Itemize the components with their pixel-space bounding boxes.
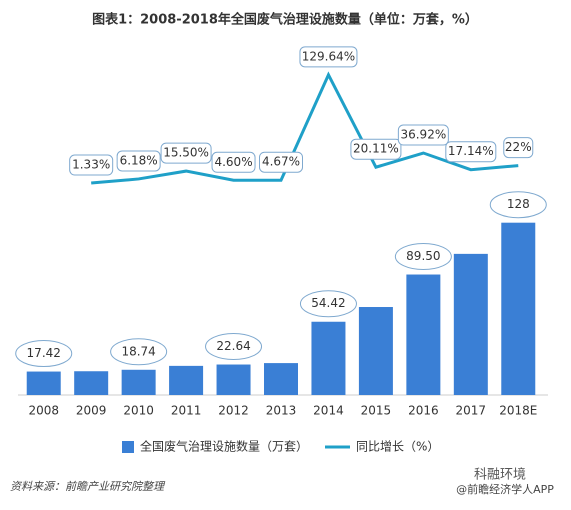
data-label: 54.42 [311, 296, 345, 310]
x-tick-label: 2010 [123, 404, 154, 418]
x-tick-label: 2012 [218, 404, 249, 418]
bar [74, 371, 109, 395]
data-label: 4.67% [262, 155, 300, 169]
x-tick-label: 2011 [171, 404, 202, 418]
bar [311, 321, 346, 395]
logo: 科融环境 [474, 468, 526, 483]
label-bubble [110, 338, 168, 366]
label-box [259, 151, 303, 173]
bar [453, 253, 488, 395]
label-box [160, 142, 212, 164]
data-label: 1.33% [72, 158, 110, 172]
data-label: 36.92% [400, 128, 446, 142]
bar [26, 371, 61, 395]
legend-swatch [122, 441, 134, 453]
label-box [69, 154, 114, 176]
data-label: 22% [505, 140, 532, 154]
label-box [397, 124, 449, 146]
label-bubble [489, 191, 547, 219]
data-label: 17.14% [448, 144, 494, 158]
bar [216, 364, 251, 395]
data-label: 20.11% [353, 142, 399, 156]
x-tick-label: 2015 [361, 404, 392, 418]
watermark: @前瞻经济学人APP [456, 482, 554, 496]
label-bubble [205, 333, 263, 361]
bar [501, 222, 536, 395]
bar [169, 365, 204, 395]
label-bubble [15, 340, 73, 368]
bar [264, 363, 298, 395]
bar [121, 369, 156, 395]
x-tick-label: 2009 [76, 404, 107, 418]
label-box [503, 137, 534, 159]
label-bubble [394, 243, 452, 271]
legend-label: 同比增长（%） [356, 440, 439, 454]
label-box [299, 46, 358, 68]
label-box [350, 138, 402, 160]
data-label: 15.50% [163, 146, 209, 160]
chart-title: 图表1：2008-2018年全国废气治理设施数量（单位：万套，%） [92, 12, 478, 28]
data-label: 89.50 [406, 249, 440, 263]
data-label: 4.60% [214, 155, 252, 169]
data-label: 17.42 [27, 346, 61, 360]
x-tick-label: 2016 [408, 404, 439, 418]
legend-label: 全国废气治理设施数量（万套） [140, 439, 308, 454]
bar [406, 274, 441, 395]
x-tick-label: 2008 [28, 404, 59, 418]
x-tick-label: 2013 [266, 404, 297, 418]
x-tick-label: 2017 [456, 404, 487, 418]
data-label: 18.74 [121, 344, 155, 358]
x-tick-label: 2018E [499, 404, 537, 418]
data-label: 129.64% [302, 49, 355, 63]
source: 资料来源：前瞻产业研究院整理 [10, 480, 166, 493]
bar [358, 307, 393, 395]
line [91, 71, 519, 185]
label-box [116, 150, 161, 172]
label-bubble [299, 290, 357, 318]
data-label: 128 [507, 197, 530, 211]
label-box [445, 141, 497, 163]
data-label: 6.18% [120, 153, 158, 167]
label-box [211, 151, 256, 173]
data-label: 22.64 [216, 339, 250, 353]
x-tick-label: 2014 [313, 404, 344, 418]
